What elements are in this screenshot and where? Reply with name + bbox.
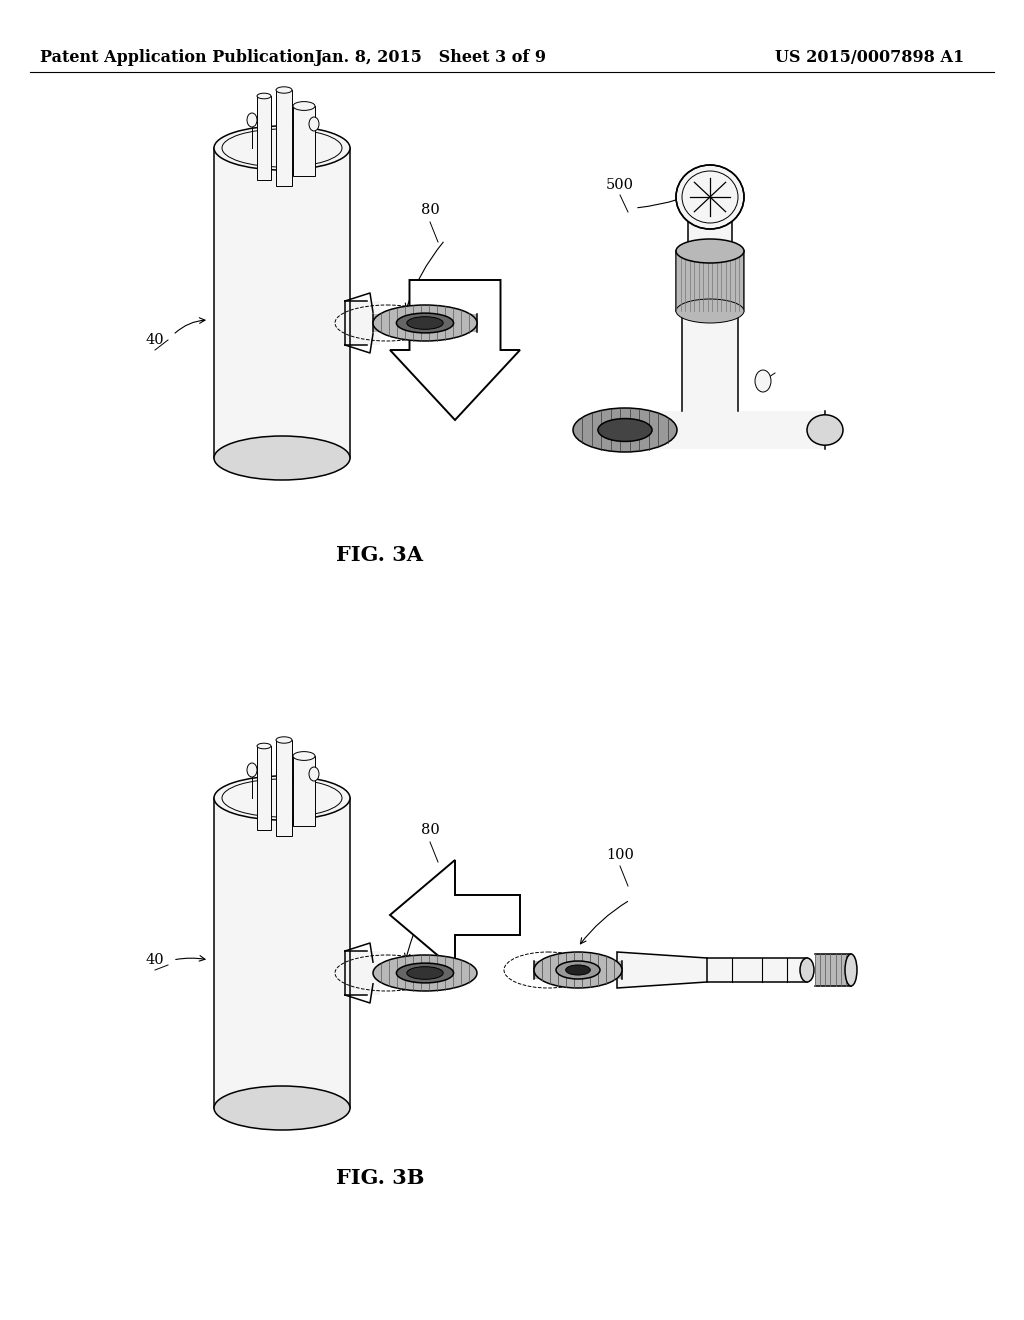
Ellipse shape [214, 125, 350, 170]
Text: 40: 40 [145, 953, 164, 968]
Ellipse shape [373, 305, 477, 341]
Ellipse shape [396, 964, 454, 983]
Bar [688, 219, 732, 251]
Ellipse shape [373, 954, 477, 991]
Text: 500: 500 [606, 178, 634, 191]
Ellipse shape [676, 300, 744, 323]
Ellipse shape [755, 370, 771, 392]
Ellipse shape [293, 751, 315, 760]
Text: 40: 40 [145, 333, 164, 347]
Bar [615, 411, 825, 449]
Ellipse shape [407, 317, 443, 329]
Polygon shape [390, 861, 520, 970]
Ellipse shape [222, 129, 342, 168]
Bar [276, 90, 292, 186]
Text: FIG. 3A: FIG. 3A [337, 545, 424, 565]
Bar [373, 314, 477, 333]
Ellipse shape [565, 965, 590, 975]
Bar [815, 954, 851, 986]
Ellipse shape [396, 313, 454, 333]
Bar [293, 106, 315, 176]
Bar [214, 799, 350, 1107]
Ellipse shape [556, 961, 600, 979]
Text: 80: 80 [421, 203, 439, 216]
Ellipse shape [257, 94, 271, 99]
Bar [534, 961, 622, 979]
Bar [682, 312, 738, 411]
Text: 100: 100 [606, 847, 634, 862]
Bar [214, 148, 350, 458]
Ellipse shape [407, 966, 443, 979]
Bar [257, 746, 271, 830]
Bar [276, 741, 292, 836]
Bar [707, 958, 807, 982]
Text: FIG. 3B: FIG. 3B [336, 1168, 424, 1188]
Ellipse shape [309, 117, 319, 131]
Text: Jan. 8, 2015   Sheet 3 of 9: Jan. 8, 2015 Sheet 3 of 9 [314, 49, 546, 66]
Ellipse shape [276, 87, 292, 94]
Ellipse shape [257, 743, 271, 748]
Ellipse shape [534, 952, 622, 987]
Ellipse shape [247, 763, 257, 777]
Text: Patent Application Publication: Patent Application Publication [40, 49, 314, 66]
Ellipse shape [276, 737, 292, 743]
Ellipse shape [214, 436, 350, 480]
Bar [342, 950, 380, 995]
Ellipse shape [222, 779, 342, 817]
Text: US 2015/0007898 A1: US 2015/0007898 A1 [775, 49, 965, 66]
Ellipse shape [800, 958, 814, 982]
Bar [293, 756, 315, 826]
Ellipse shape [293, 102, 315, 111]
Bar [257, 96, 271, 180]
Polygon shape [390, 280, 520, 420]
Ellipse shape [845, 954, 857, 986]
Ellipse shape [676, 165, 744, 228]
Ellipse shape [214, 1086, 350, 1130]
Bar [676, 251, 744, 312]
Polygon shape [617, 952, 707, 987]
Ellipse shape [676, 239, 744, 263]
Ellipse shape [247, 114, 257, 127]
Ellipse shape [598, 418, 652, 441]
Ellipse shape [214, 776, 350, 820]
Ellipse shape [807, 414, 843, 445]
Ellipse shape [309, 767, 319, 781]
Bar [342, 301, 380, 345]
Ellipse shape [573, 408, 677, 451]
Text: 80: 80 [421, 822, 439, 837]
